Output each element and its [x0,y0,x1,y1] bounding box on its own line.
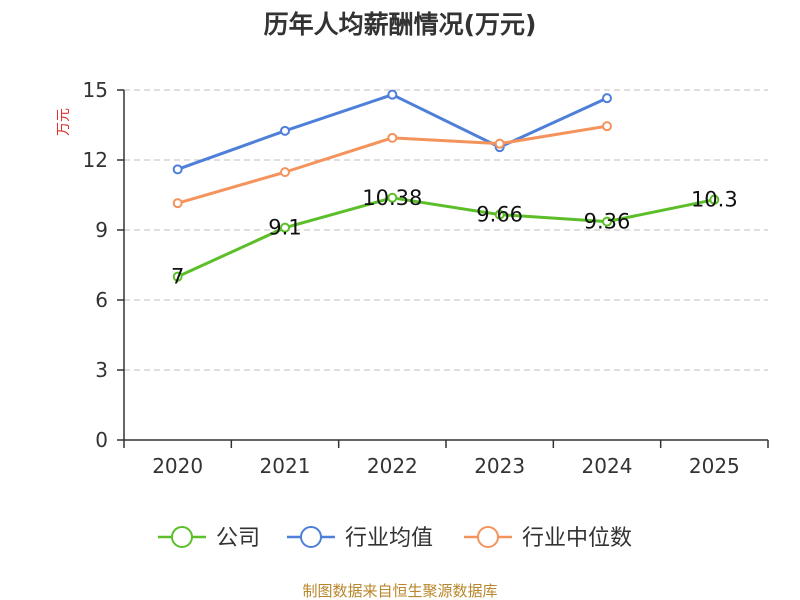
data-point-industry-avg [387,89,398,100]
y-tick-label: 12 [83,148,108,172]
legend-label-industry-median: 行业中位数 [522,526,632,551]
series-line-company [177,196,715,279]
chart-title: 历年人均薪酬情况(万元) [264,10,537,39]
x-tick-label: 2022 [367,454,418,478]
y-tick-label: 15 [83,78,108,102]
x-tick-label: 2021 [260,454,311,478]
data-label: 10.38 [362,186,422,210]
data-point-industry-median [494,138,505,149]
source-note: 制图数据来自恒生聚源数据库 [302,582,497,600]
data-point-industry-median [602,121,612,132]
data-point-industry-avg [280,125,290,136]
legend-marker-industry-median [477,526,499,548]
legend-label-industry-avg: 行业均值 [345,526,433,551]
x-tick-label: 2024 [582,454,633,478]
axes: 0 3 6 9 12 15 2020 2021 2022 2023 2024 2025 [83,78,769,478]
data-point-company [494,209,505,220]
gridlines [124,89,768,371]
y-tick-label: 3 [95,358,108,382]
data-label: 10.3 [691,188,738,212]
series-lines [172,89,720,282]
y-tick-label: 6 [95,288,108,312]
data-point-company [280,222,290,233]
series-line-industry-avg [177,93,608,171]
y-axis-label: 万元 [56,108,72,136]
data-point-industry-avg [602,93,612,104]
data-point-industry-median [172,198,183,209]
legend: 公司 行业均值 行业中位数 [158,526,632,551]
data-labels: 7 9.1 10.38 9.66 9.36 10.3 [171,186,738,289]
data-label: 9.36 [584,210,631,234]
data-point-company [172,271,183,282]
y-tick-label: 0 [95,428,108,452]
legend-marker-industry-avg [300,526,322,548]
x-tick-label: 2020 [152,454,203,478]
y-tick-label: 9 [95,218,108,242]
data-label: 9.1 [268,216,301,240]
x-tick-label: 2023 [474,454,525,478]
x-tick-label: 2025 [689,454,740,478]
data-point-industry-avg [172,164,183,175]
data-point-company [709,194,720,205]
data-point-company [602,216,612,227]
data-point-industry-median [387,132,398,143]
legend-label-company: 公司 [216,526,260,551]
data-point-company [387,192,398,203]
data-point-industry-median [280,167,290,178]
legend-marker-company [171,526,193,548]
data-label: 9.66 [476,203,523,227]
data-label: 7 [171,265,184,289]
